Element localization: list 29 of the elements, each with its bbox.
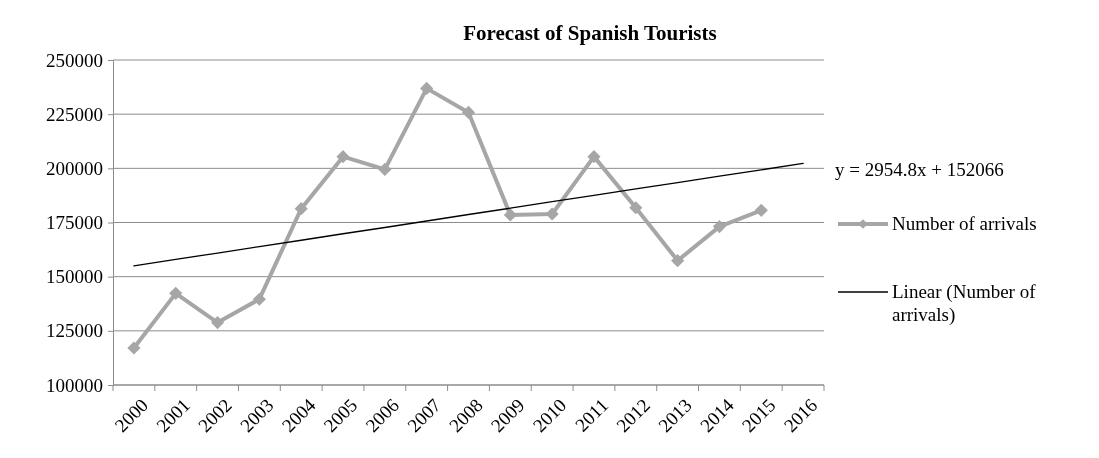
point (210, 316, 225, 330)
point (587, 150, 601, 164)
point (629, 201, 643, 215)
x-tick-label: 2011 (570, 394, 613, 436)
y-tick-label: 125000 (46, 320, 103, 342)
point (294, 202, 308, 216)
y-tick-label: 175000 (46, 212, 103, 234)
point (545, 207, 559, 221)
point (252, 292, 266, 306)
y-tick-label: 250000 (46, 49, 103, 71)
legend-label: Number of arrivals (892, 213, 1037, 234)
point (169, 286, 183, 300)
chart-title: Forecast of Spanish Tourists (463, 21, 717, 45)
point (127, 341, 141, 355)
point (336, 150, 350, 164)
line-series (133, 162, 804, 267)
point (503, 208, 517, 222)
point (420, 81, 434, 95)
point (378, 162, 392, 176)
point (671, 254, 685, 268)
point (461, 105, 476, 119)
y-tick-label: 200000 (46, 157, 103, 179)
y-tick-label: 150000 (46, 266, 103, 288)
y-tick-label: 100000 (46, 374, 103, 396)
text: y = 2954.8x + 152066 (835, 159, 1004, 180)
legend-label: Linear (Number of arrivals) (892, 281, 1037, 326)
y-tick-label: 225000 (46, 103, 103, 125)
point (754, 203, 768, 217)
point (712, 220, 727, 234)
